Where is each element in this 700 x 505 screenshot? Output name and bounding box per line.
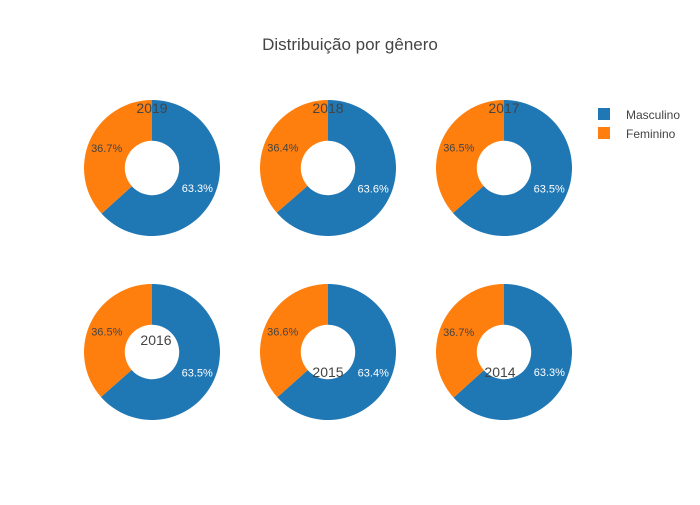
donut-2015: 63.4% 36.6% 2015 — [260, 284, 396, 420]
year-title-2019: 2019 — [136, 100, 167, 116]
pie-grid: 63.3% 36.7% 2019 63.6% 36.4% 2018 63.5% 36.5% 20… — [84, 100, 573, 420]
year-title-2017: 2017 — [488, 100, 519, 116]
legend-item-masculino[interactable]: Masculino — [598, 108, 680, 122]
slice-label-masculino-2014: 63.3% — [534, 367, 565, 379]
slice-masculino-2014[interactable] — [453, 284, 572, 420]
slice-label-feminino-2018: 36.4% — [267, 142, 298, 154]
donut-2014: 63.3% 36.7% 2014 — [436, 284, 572, 420]
slice-masculino-2016[interactable] — [100, 284, 221, 420]
legend-label-feminino: Feminino — [626, 127, 676, 141]
legend-label-masculino: Masculino — [626, 108, 680, 122]
legend-swatch-masculino — [598, 108, 610, 120]
slice-feminino-2019[interactable] — [84, 100, 152, 214]
slice-feminino-2018[interactable] — [260, 100, 328, 213]
slice-masculino-2019[interactable] — [101, 100, 220, 236]
slice-label-masculino-2018: 63.6% — [358, 184, 389, 196]
slice-label-feminino-2016: 36.5% — [91, 327, 122, 339]
legend-swatch-feminino — [598, 127, 610, 139]
year-title-2018: 2018 — [312, 100, 343, 116]
legend: Masculino Feminino — [598, 108, 680, 141]
slice-label-feminino-2017: 36.5% — [443, 143, 474, 155]
slice-label-masculino-2017: 63.5% — [534, 183, 565, 195]
slice-masculino-2015[interactable] — [277, 284, 396, 420]
donut-2018: 63.6% 36.4% 2018 — [260, 100, 396, 237]
year-title-2014: 2014 — [484, 364, 515, 380]
slice-feminino-2014[interactable] — [436, 284, 504, 398]
year-title-2015: 2015 — [312, 364, 343, 380]
donut-2016: 63.5% 36.5% 2016 — [84, 284, 221, 420]
slice-label-feminino-2019: 36.7% — [91, 143, 122, 155]
slice-masculino-2018[interactable] — [276, 100, 396, 237]
year-title-2016: 2016 — [140, 332, 171, 348]
slice-label-feminino-2015: 36.6% — [267, 327, 298, 339]
slice-feminino-2017[interactable] — [436, 100, 504, 213]
slice-label-masculino-2016: 63.5% — [182, 367, 213, 379]
slice-label-masculino-2015: 63.4% — [358, 367, 389, 379]
donut-2019: 63.3% 36.7% 2019 — [84, 100, 220, 236]
slice-masculino-2017[interactable] — [452, 100, 573, 236]
slice-feminino-2015[interactable] — [260, 284, 328, 398]
chart-title: Distribuição por gênero — [262, 35, 438, 54]
slice-label-feminino-2014: 36.7% — [443, 327, 474, 339]
slice-feminino-2016[interactable] — [84, 284, 152, 397]
donut-2017: 63.5% 36.5% 2017 — [436, 100, 573, 236]
legend-item-feminino[interactable]: Feminino — [598, 127, 676, 141]
slice-label-masculino-2019: 63.3% — [182, 183, 213, 195]
